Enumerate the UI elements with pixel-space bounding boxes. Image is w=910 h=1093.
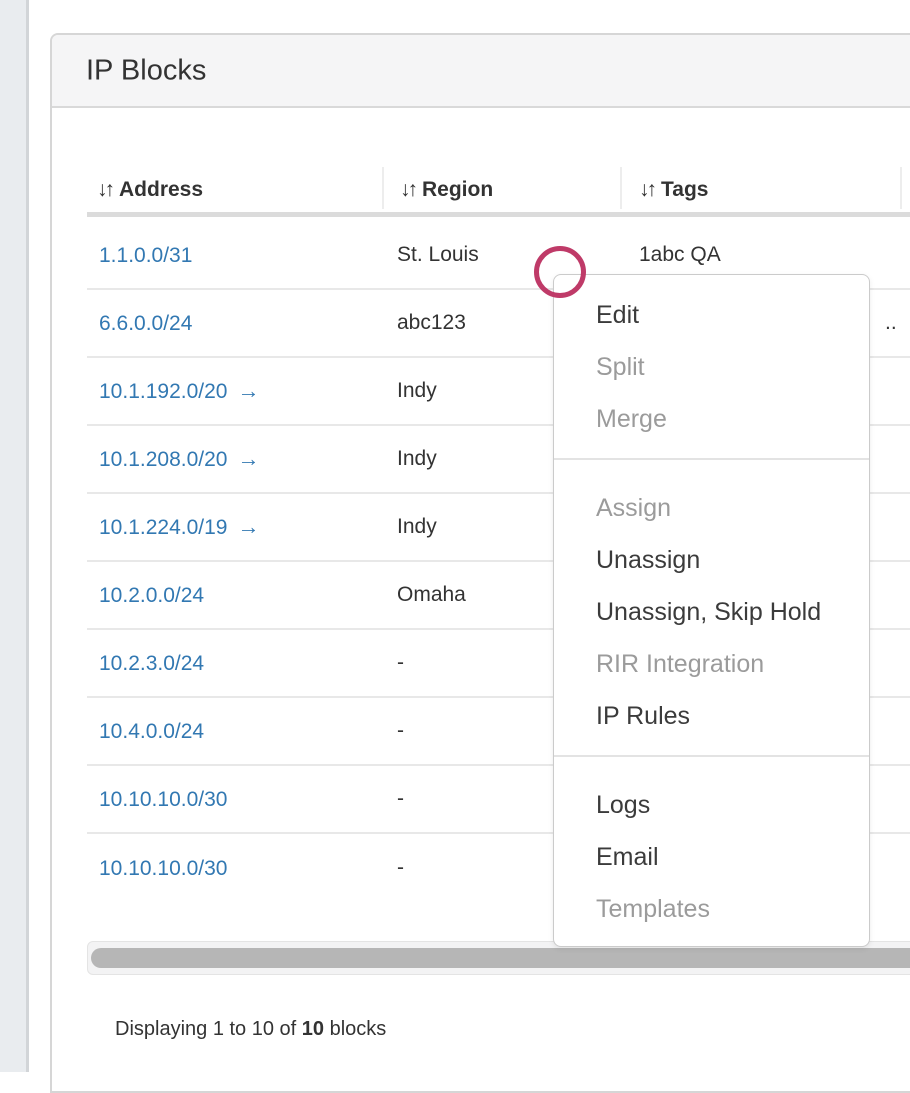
column-label: Address [119, 178, 204, 201]
table-row: 10.1.192.0/20 → Indy [87, 358, 910, 426]
menu-item-unassign-skip-hold[interactable]: Unassign, Skip Hold [596, 598, 822, 626]
region-cell: - [397, 856, 404, 879]
subassignment-arrow-icon: → [237, 514, 260, 539]
menu-divider [554, 458, 869, 460]
region-cell: - [397, 651, 404, 674]
column-label: Region [422, 178, 494, 201]
column-divider [900, 167, 902, 209]
ip-address: 6.6.0.0/24 [99, 312, 193, 335]
table-header-underline [87, 212, 910, 217]
table-row: 10.10.10.0/30 - [87, 766, 910, 834]
menu-item-split: Split [596, 353, 645, 381]
sort-icon: ↓↑ [639, 178, 657, 201]
ip-block-link[interactable]: 6.6.0.0/24 [99, 310, 202, 336]
menu-item-templates: Templates [596, 895, 710, 923]
tags-truncated-text: .. [885, 311, 897, 334]
column-header-address[interactable]: ↓↑ Address [97, 178, 203, 202]
column-header-region[interactable]: ↓↑ Region [400, 178, 493, 202]
region-cell: Indy [397, 515, 437, 538]
pagination-prefix: Displaying 1 to 10 of [115, 1018, 302, 1040]
region-cell: Indy [397, 379, 437, 402]
pagination-suffix: blocks [324, 1018, 387, 1040]
ip-address: 10.1.224.0/19 [99, 516, 228, 539]
subassignment-arrow-icon: → [237, 378, 260, 403]
menu-divider [554, 755, 869, 757]
ip-address: 1.1.0.0/31 [99, 244, 193, 267]
ip-address: 10.4.0.0/24 [99, 720, 205, 743]
table-row: 1.1.0.0/31 St. Louis 1abc QA [87, 222, 910, 290]
region-cell: abc123 [397, 311, 466, 334]
table-header-row: ↓↑ Address ↓↑ Region ↓↑ Tags [87, 167, 910, 213]
column-header-tags[interactable]: ↓↑ Tags [639, 178, 708, 202]
region-cell: - [397, 719, 404, 742]
pagination-total-count: 10 [301, 1018, 325, 1040]
table-row: 10.2.0.0/24 Omaha [87, 562, 910, 630]
column-label: Tags [661, 178, 709, 201]
tags-cell: 1abc QA [639, 243, 721, 266]
menu-item-assign: Assign [596, 494, 672, 522]
menu-item-rir-integration: RIR Integration [596, 650, 765, 678]
ip-address: 10.10.10.0/30 [99, 788, 228, 811]
page-left-strip [0, 0, 26, 1072]
ip-block-link[interactable]: 10.1.208.0/20 → [99, 446, 259, 472]
ip-block-link[interactable]: 10.10.10.0/30 [99, 786, 237, 812]
table-row: 10.10.10.0/30 - [87, 834, 910, 902]
subassignment-arrow-icon: → [237, 446, 260, 471]
region-cell: Indy [397, 447, 437, 470]
horizontal-scrollbar-thumb[interactable] [91, 948, 910, 968]
row-context-menu: Edit Split Merge Assign Unassign Unassig… [553, 274, 870, 947]
ip-block-link[interactable]: 10.4.0.0/24 [99, 718, 214, 744]
menu-item-ip-rules[interactable]: IP Rules [596, 702, 691, 730]
ip-block-link[interactable]: 10.2.0.0/24 [99, 582, 214, 608]
menu-item-unassign[interactable]: Unassign [596, 546, 701, 574]
menu-item-merge: Merge [596, 405, 667, 433]
ip-block-link[interactable]: 10.1.192.0/20 → [99, 378, 259, 404]
click-indicator-circle [534, 246, 586, 298]
table-body: 1.1.0.0/31 St. Louis 1abc QA 6.6.0.0/24 … [87, 222, 910, 902]
column-divider [620, 167, 622, 209]
column-divider [382, 167, 384, 209]
table-row: 10.1.208.0/20 → Indy [87, 426, 910, 494]
table-row: 6.6.0.0/24 abc123 .. [87, 290, 910, 358]
sort-icon: ↓↑ [400, 178, 418, 201]
menu-item-logs[interactable]: Logs [596, 791, 651, 819]
sort-icon: ↓↑ [97, 178, 115, 201]
region-cell: - [397, 787, 404, 810]
region-cell: Omaha [397, 583, 466, 606]
table-row: 10.1.224.0/19 → Indy [87, 494, 910, 562]
menu-item-email[interactable]: Email [596, 843, 659, 871]
ip-address: 10.1.208.0/20 [99, 448, 228, 471]
pagination-status: Displaying 1 to 10 of 10 blocks [115, 1018, 386, 1041]
ip-address: 10.1.192.0/20 [99, 380, 228, 403]
ip-block-link[interactable]: 1.1.0.0/31 [99, 242, 202, 268]
ip-address: 10.2.3.0/24 [99, 652, 205, 675]
region-cell: St. Louis [397, 243, 479, 266]
ip-block-link[interactable]: 10.1.224.0/19 → [99, 514, 259, 540]
ip-block-link[interactable]: 10.10.10.0/30 [99, 855, 237, 881]
ip-block-link[interactable]: 10.2.3.0/24 [99, 650, 214, 676]
menu-item-edit[interactable]: Edit [596, 301, 640, 329]
page-left-divider [26, 0, 29, 1072]
table-row: 10.2.3.0/24 - [87, 630, 910, 698]
panel-header: IP Blocks [52, 35, 910, 108]
table-row: 10.4.0.0/24 - [87, 698, 910, 766]
page-title: IP Blocks [86, 54, 207, 86]
ip-address: 10.2.0.0/24 [99, 584, 205, 607]
ip-address: 10.10.10.0/30 [99, 857, 228, 880]
